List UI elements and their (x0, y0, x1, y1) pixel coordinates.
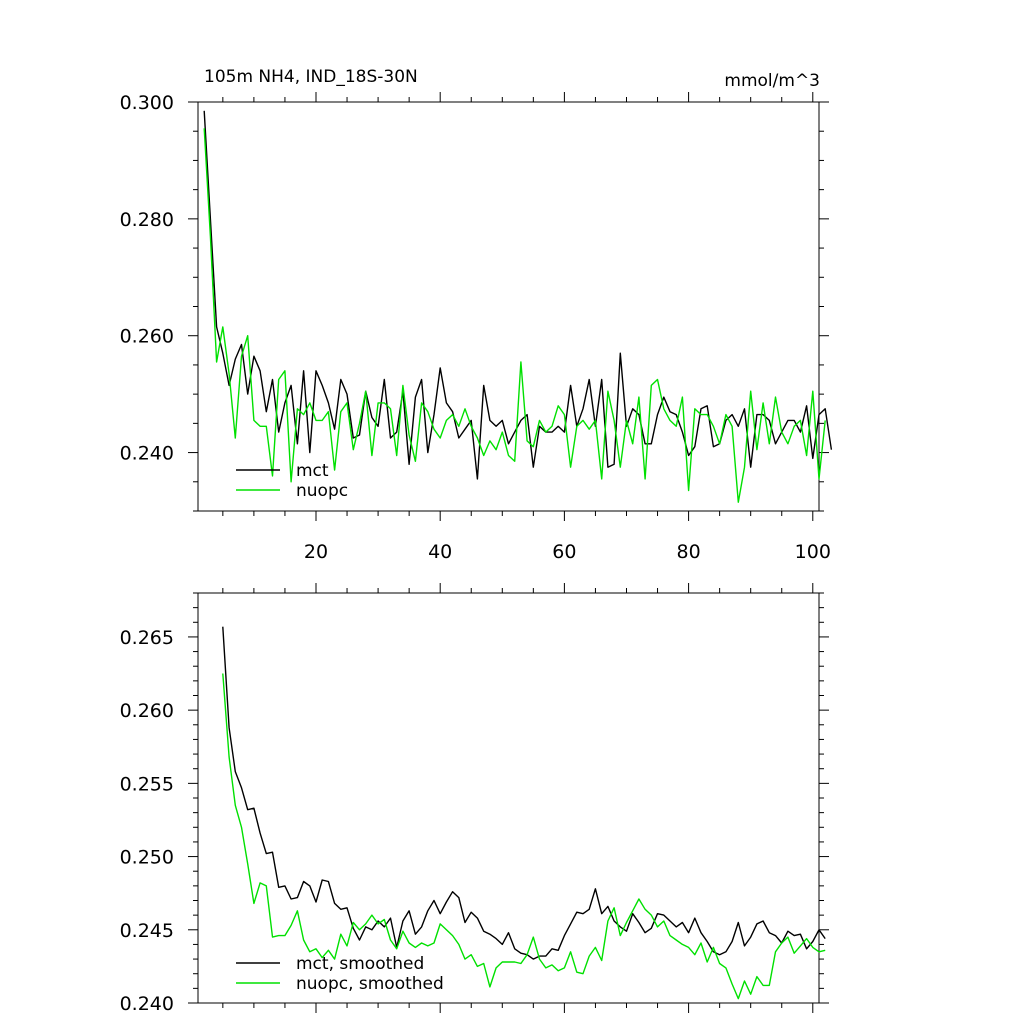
y-tick-label: 0.280 (120, 209, 174, 231)
plot-frame (197, 592, 820, 1004)
y-tick-label: 0.240 (120, 993, 174, 1015)
y-tick-label: 0.300 (120, 92, 174, 114)
y-tick-label: 0.265 (120, 627, 174, 649)
y-tick-label: 0.250 (120, 847, 174, 869)
x-tick-label: 100 (795, 541, 831, 563)
x-tick-label: 20 (304, 541, 328, 563)
legend-label: nuopc (296, 481, 348, 501)
series-line-mct (203, 110, 833, 480)
data-lines (222, 626, 826, 1000)
axis-ticks (188, 92, 829, 521)
y-tick-label: 0.240 (120, 443, 174, 465)
units-label: mmol/m^3 (724, 71, 820, 91)
series-line-nuopc (203, 128, 826, 503)
series-line-mct-smoothed (222, 626, 826, 960)
legend-label: nuopc, smoothed (296, 974, 444, 994)
x-tick-label: 60 (552, 541, 576, 563)
chart-title: 105m NH4, IND_18S-30N (204, 67, 418, 87)
axis-ticks (188, 583, 829, 1013)
y-tick-label: 0.255 (120, 773, 174, 795)
legend-label: mct (296, 461, 329, 481)
x-axis-labels: 20 40 60 80 100 (304, 541, 831, 563)
data-lines (203, 110, 833, 503)
y-tick-label: 0.260 (120, 326, 174, 348)
y-tick-label: 0.260 (120, 700, 174, 722)
y-axis-labels: 0.240 0.260 0.280 0.300 (120, 92, 174, 465)
y-tick-label: 0.245 (120, 920, 174, 942)
y-axis-labels: 0.240 0.245 0.250 0.255 0.260 0.265 (120, 627, 174, 1015)
smoothed-series-chart: 0.240 0.245 0.250 0.255 0.260 0.265 mct, smoo… (120, 583, 829, 1015)
x-tick-label: 80 (676, 541, 700, 563)
legend-label: mct, smoothed (296, 954, 424, 974)
raw-series-chart: 105m NH4, IND_18S-30N mmol/m^3 0.240 0.26… (120, 67, 833, 563)
x-tick-label: 40 (428, 541, 452, 563)
plot-frame (197, 101, 820, 512)
series-line-nuopc-smoothed (222, 673, 826, 1000)
